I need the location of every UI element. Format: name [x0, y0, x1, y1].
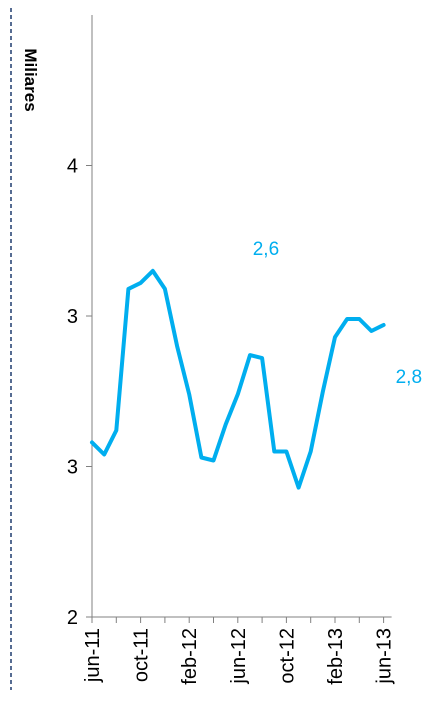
y-tick-label: 4: [67, 156, 78, 178]
data-label: 2,8: [396, 367, 422, 388]
x-tick-label: oct-12: [276, 628, 298, 684]
x-tick-label: jun-13: [374, 628, 396, 685]
y-tick-label: 3: [67, 306, 78, 328]
series-line: [90, 268, 386, 490]
x-tick-label: oct-11: [131, 628, 153, 682]
data-labels: 2,6 2,8: [253, 239, 422, 388]
x-tick-label: feb-12: [179, 628, 201, 685]
x-tick-label: jun-12: [228, 628, 250, 685]
y-axis-title: Miliares: [21, 48, 40, 111]
x-tick-label: jun-11: [82, 628, 104, 683]
x-axis-ticks: jun-11 oct-11 feb-12 jun-12 oct-12 feb-13 jun-…: [82, 617, 396, 685]
y-tick-label: 3: [67, 457, 78, 479]
series-group: [90, 268, 386, 490]
y-axis-ticks: 2 3 3 4: [67, 156, 92, 629]
x-tick-label: feb-13: [325, 628, 347, 685]
y-tick-label: 2: [67, 607, 78, 629]
data-label: 2,6: [253, 239, 279, 260]
